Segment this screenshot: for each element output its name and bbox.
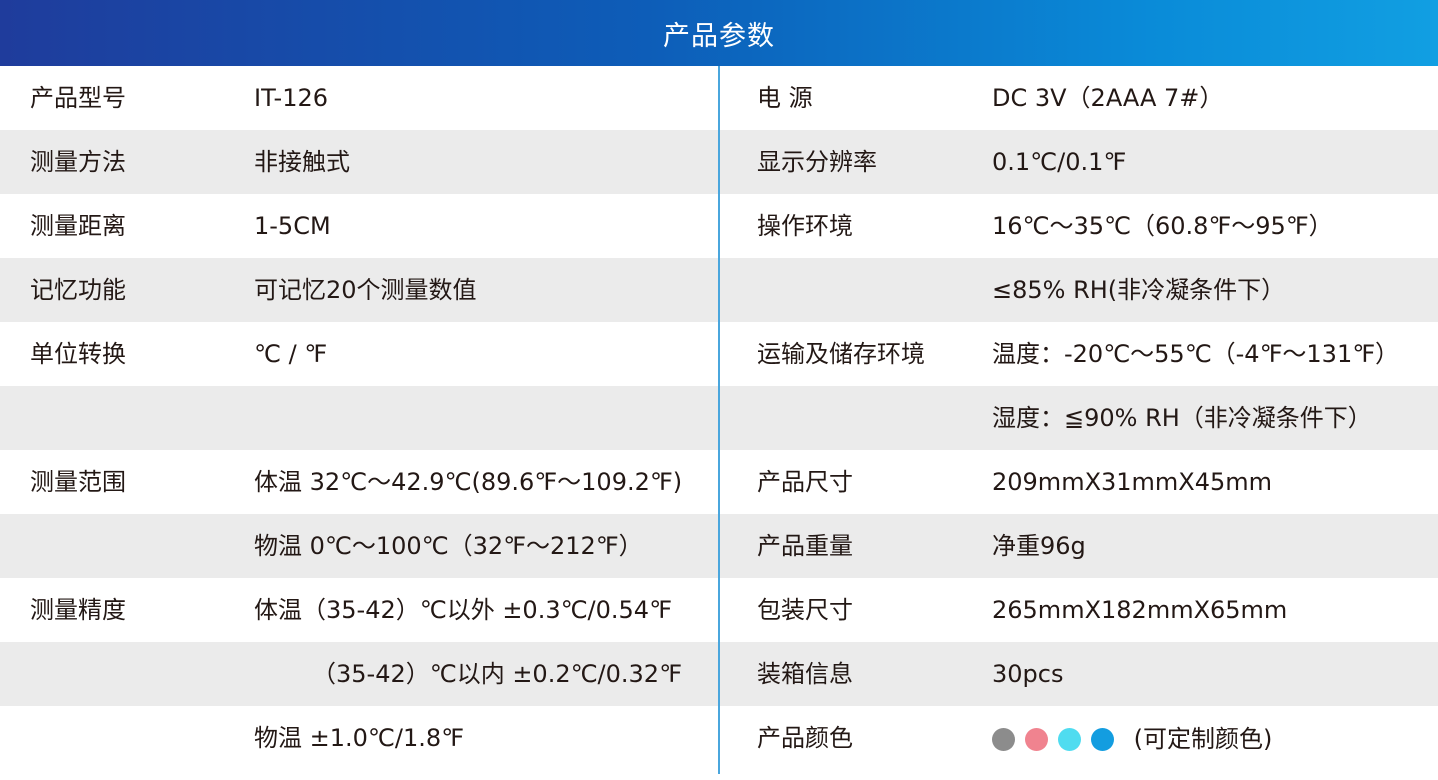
table-row: 测量精度 体温（35-42）℃以外 ±0.3℃/0.54℉ 包装尺寸 265mm… bbox=[0, 578, 1438, 642]
table-row: 测量距离 1-5CM 操作环境 16℃～35℃（60.8℉～95℉） bbox=[0, 194, 1438, 258]
spec-label: 测量范围 bbox=[30, 468, 126, 496]
spec-label: 测量距离 bbox=[30, 212, 126, 240]
color-swatch-cyan bbox=[1058, 727, 1081, 751]
spec-value: （35-42）℃以内 ±0.2℃/0.32℉ bbox=[312, 660, 682, 688]
spec-label: 运输及储存环境 bbox=[757, 340, 925, 368]
spec-label: 产品颜色 bbox=[757, 724, 853, 752]
spec-value: 体温（35-42）℃以外 ±0.3℃/0.54℉ bbox=[254, 596, 672, 624]
spec-label: 显示分辨率 bbox=[757, 148, 877, 176]
table-row: 物温 ±1.0℃/1.8℉ 产品颜色 (可定制颜色) bbox=[0, 706, 1438, 770]
page-title: 产品参数 bbox=[663, 20, 775, 52]
color-swatch-pink bbox=[1025, 727, 1048, 751]
spec-value: 湿度：≦90% RH（非冷凝条件下） bbox=[992, 404, 1372, 432]
spec-value: 16℃～35℃（60.8℉～95℉） bbox=[992, 212, 1333, 240]
spec-value: 物温 0℃～100℃（32℉～212℉） bbox=[254, 532, 643, 560]
spec-value: 209mmX31mmX45mm bbox=[992, 468, 1273, 496]
spec-label: 单位转换 bbox=[30, 340, 126, 368]
spec-value: 体温 32℃～42.9℃(89.6℉～109.2℉) bbox=[254, 468, 683, 496]
spec-value: 非接触式 bbox=[254, 148, 350, 176]
spec-value: IT-126 bbox=[254, 84, 329, 112]
color-note: (可定制颜色) bbox=[1133, 725, 1273, 753]
spec-value: 1-5CM bbox=[254, 212, 331, 240]
spec-value: 净重96g bbox=[992, 532, 1086, 560]
spec-value: 265mmX182mmX65mm bbox=[992, 596, 1288, 624]
spec-value: DC 3V（2AAA 7#） bbox=[992, 84, 1224, 112]
spec-label: 电 源 bbox=[757, 84, 813, 112]
table-row: 单位转换 ℃ / ℉ 运输及储存环境 温度：-20℃～55℃（-4℉～131℉） bbox=[0, 322, 1438, 386]
spec-label: 测量精度 bbox=[30, 596, 126, 624]
page-header: 产品参数 bbox=[0, 0, 1438, 66]
spec-value: ℃ / ℉ bbox=[254, 340, 328, 368]
spec-value: 30pcs bbox=[992, 660, 1064, 688]
color-swatch-gray bbox=[992, 727, 1015, 751]
spec-value: 0.1℃/0.1℉ bbox=[992, 148, 1127, 176]
spec-value: 物温 ±1.0℃/1.8℉ bbox=[254, 724, 464, 752]
spec-label: 包装尺寸 bbox=[757, 596, 853, 624]
spec-label: 操作环境 bbox=[757, 212, 853, 240]
table-row: 测量范围 体温 32℃～42.9℃(89.6℉～109.2℉) 产品尺寸 209… bbox=[0, 450, 1438, 514]
spec-value: 可记忆20个测量数值 bbox=[254, 276, 477, 304]
spec-value: ≤85% RH(非冷凝条件下） bbox=[992, 276, 1286, 304]
product-colors: (可定制颜色) bbox=[992, 706, 1272, 770]
spec-value: 温度：-20℃～55℃（-4℉～131℉） bbox=[992, 340, 1400, 368]
column-divider bbox=[718, 66, 720, 774]
table-row: 产品型号 IT-126 电 源 DC 3V（2AAA 7#） bbox=[0, 66, 1438, 130]
spec-label: 记忆功能 bbox=[30, 276, 126, 304]
spec-label: 产品型号 bbox=[30, 84, 126, 112]
spec-label: 产品重量 bbox=[757, 532, 853, 560]
spec-label: 装箱信息 bbox=[757, 660, 853, 688]
color-swatch-blue bbox=[1091, 727, 1114, 751]
spec-label: 产品尺寸 bbox=[757, 468, 853, 496]
color-swatches bbox=[992, 727, 1114, 751]
spec-label: 测量方法 bbox=[30, 148, 126, 176]
